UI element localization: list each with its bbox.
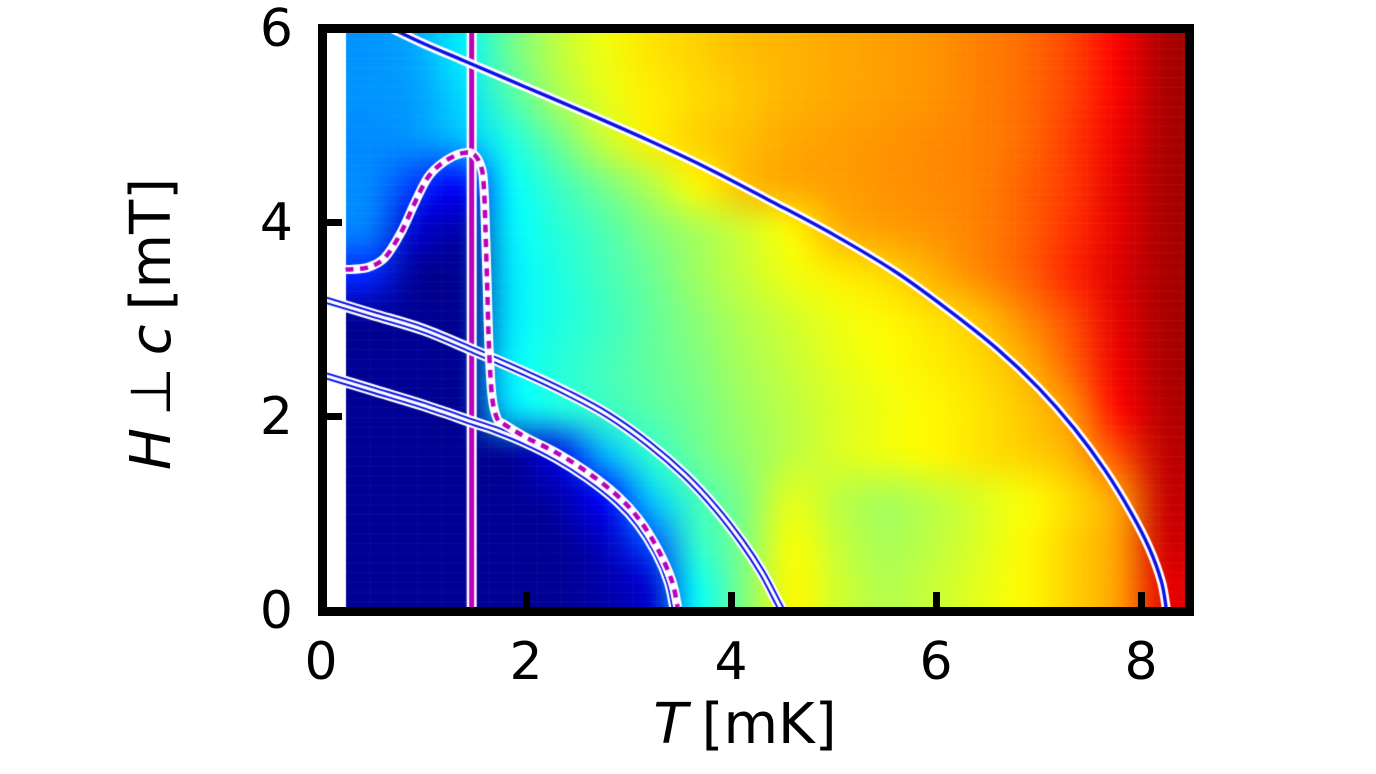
y-tick-2 bbox=[327, 413, 342, 420]
y-tick-label-2: 2 bbox=[259, 387, 293, 447]
x-tick-label-4: 4 bbox=[714, 632, 748, 692]
y-axis-label-symbol-c: c bbox=[119, 324, 184, 356]
y-axis-label-symbol-H: H bbox=[119, 427, 184, 471]
x-axis-label: T [mK] bbox=[653, 694, 836, 756]
x-tick-4 bbox=[728, 592, 735, 607]
y-tick-label-0: 0 bbox=[259, 581, 293, 641]
x-tick-label-8: 8 bbox=[1124, 632, 1158, 692]
heatmap-canvas bbox=[327, 33, 1185, 607]
y-tick-label-6: 6 bbox=[259, 0, 293, 59]
x-axis-label-unit: [mK] bbox=[701, 692, 837, 757]
y-axis-label: H ⊥ c [mT] bbox=[119, 24, 184, 624]
y-tick-label-4: 4 bbox=[259, 193, 293, 253]
x-tick-label-2: 2 bbox=[509, 632, 543, 692]
perpendicular-symbol: ⊥ bbox=[119, 367, 184, 416]
x-axis-label-symbol: T bbox=[653, 692, 688, 757]
x-tick-8 bbox=[1138, 592, 1145, 607]
x-tick-label-0: 0 bbox=[304, 632, 338, 692]
y-tick-4 bbox=[327, 219, 342, 226]
x-tick-6 bbox=[933, 592, 940, 607]
x-tick-2 bbox=[523, 592, 530, 607]
y-axis-label-unit: [mT] bbox=[119, 177, 184, 311]
x-tick-label-6: 6 bbox=[919, 632, 953, 692]
